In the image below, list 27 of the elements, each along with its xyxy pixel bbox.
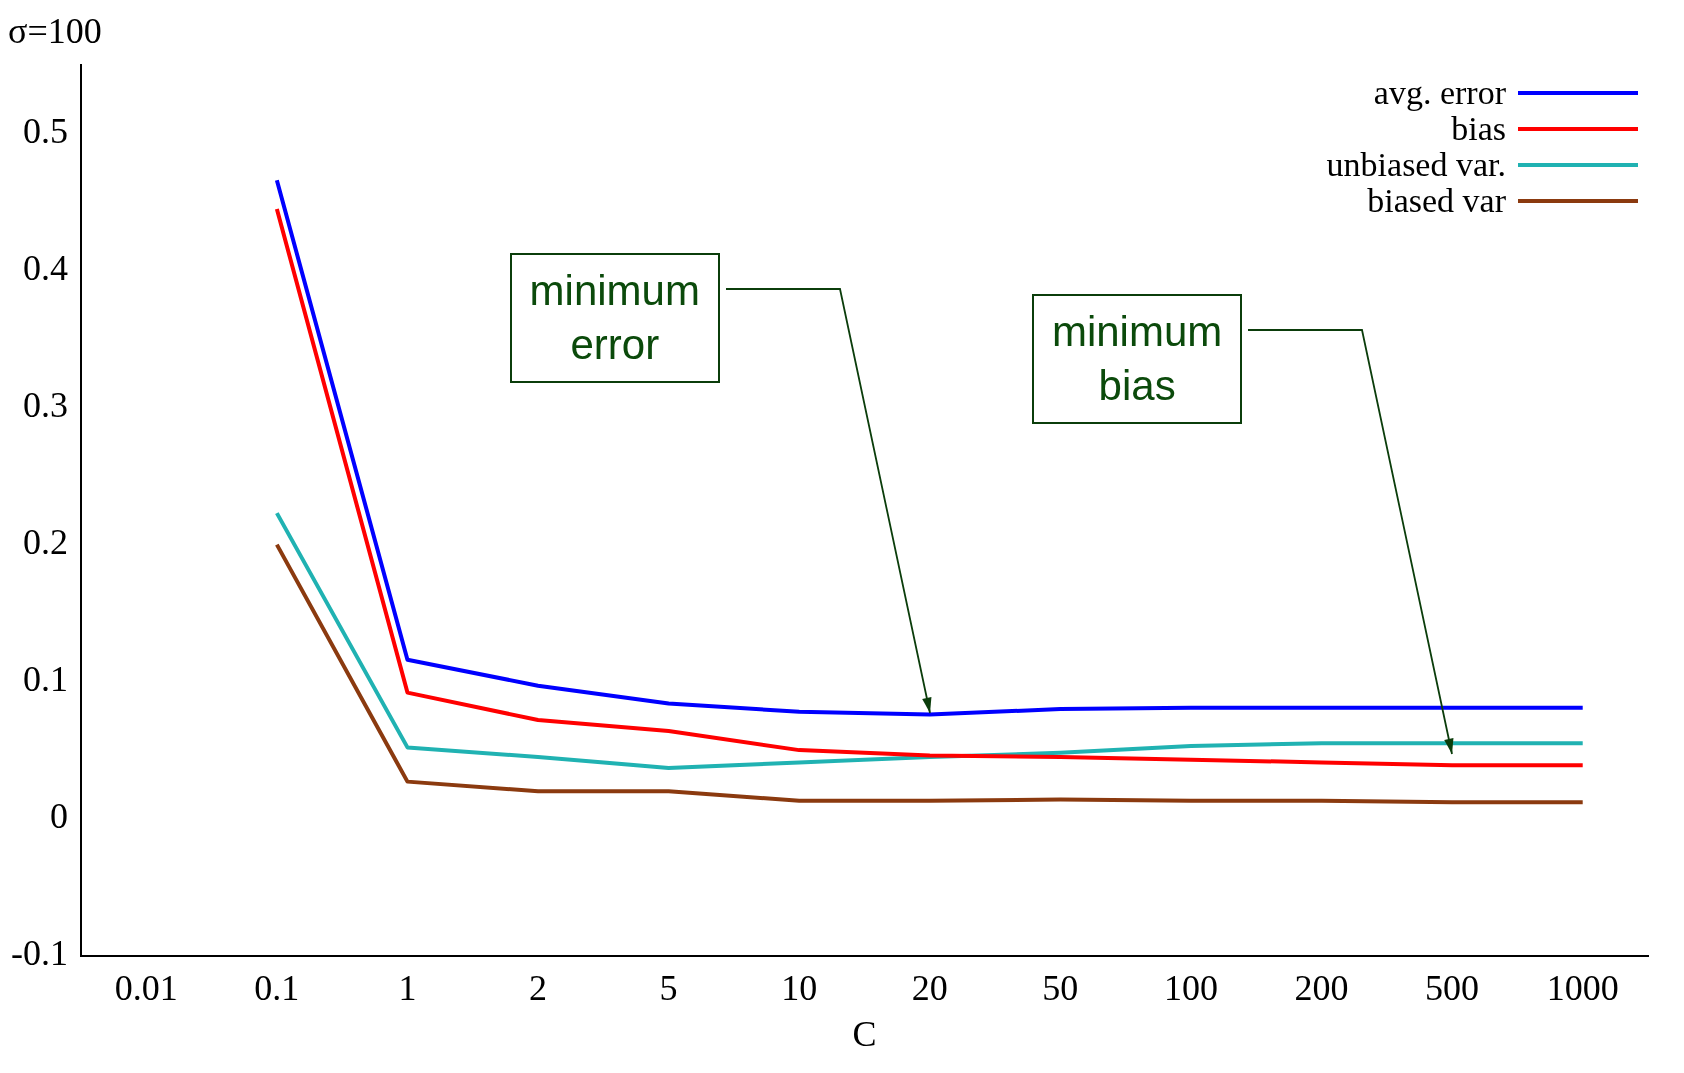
y-tick-label: 0.2 [22, 522, 68, 563]
x-tick-label: 5 [659, 967, 678, 1008]
y-tick-label: 0.3 [22, 385, 68, 426]
legend-label: bias [1451, 110, 1506, 148]
x-tick-label: 1000 [1546, 967, 1619, 1008]
x-tick-label: 500 [1425, 967, 1480, 1008]
legend-label: biased var [1367, 182, 1506, 220]
legend-label: avg. error [1373, 74, 1506, 112]
y-tick-label: 0.1 [22, 659, 68, 700]
x-axis-title: C [852, 1013, 877, 1054]
x-tick-label: 2 [529, 967, 548, 1008]
y-tick-label: -0.1 [10, 933, 68, 974]
x-tick-label: 50 [1042, 967, 1079, 1008]
x-tick-label: 0.1 [254, 967, 300, 1008]
x-tick-label: 100 [1163, 967, 1218, 1008]
chart-title: σ=100 [8, 11, 102, 52]
y-tick-label: 0.5 [22, 111, 68, 152]
x-tick-label: 20 [911, 967, 948, 1008]
x-tick-label: 10 [781, 967, 818, 1008]
y-tick-label: 0 [49, 796, 68, 837]
annotation: minimum error [529, 266, 700, 371]
legend-label: unbiased var. [1326, 146, 1506, 184]
x-tick-label: 1 [398, 967, 417, 1008]
y-tick-label: 0.4 [22, 248, 68, 289]
annotation: minimum bias [1051, 307, 1223, 412]
x-tick-label: 200 [1294, 967, 1349, 1008]
x-tick-label: 0.01 [114, 967, 178, 1008]
